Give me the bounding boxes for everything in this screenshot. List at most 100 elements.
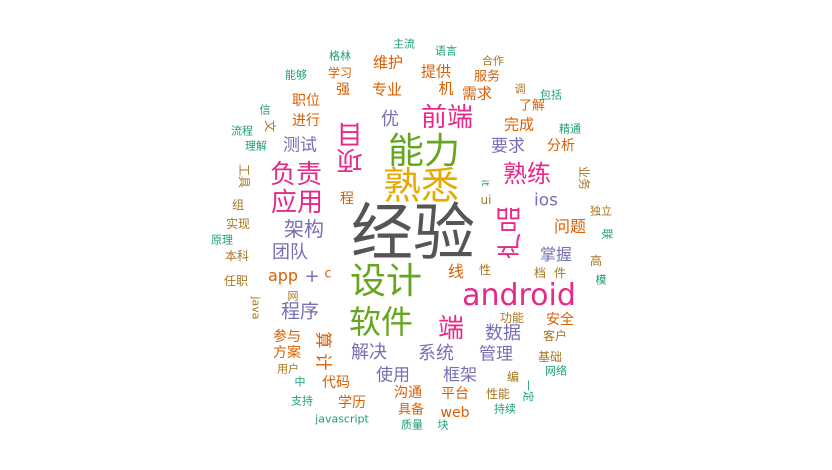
word-xian: 线: [447, 262, 465, 281]
word-liucheng: 流程: [231, 124, 253, 138]
word-you: 优: [381, 109, 399, 130]
word-duli: 独立: [590, 204, 612, 218]
word-shuju: 数据: [485, 323, 521, 344]
word-shixian: 实现: [225, 217, 251, 231]
word-lijie: 理解: [245, 139, 267, 153]
word-qianduan: 前端: [420, 103, 474, 133]
word-c: c: [324, 266, 332, 282]
word-plus: +: [304, 266, 320, 287]
word-it: it: [479, 179, 490, 187]
word-suan: 算: [312, 331, 333, 349]
word-ceshi: 测试: [283, 135, 317, 156]
word-xuexi: 学习: [327, 66, 353, 80]
word-jiagou: 架构: [284, 217, 324, 241]
word-tuandui: 团队: [272, 242, 308, 263]
word-fenxi: 分析: [547, 138, 575, 154]
word-android: android: [462, 278, 576, 313]
word-goutong: 沟通: [394, 385, 422, 401]
word-fuze: 负责: [269, 160, 323, 190]
word-javascript: javascript: [315, 412, 369, 426]
word-baokuo: 包括: [540, 88, 562, 102]
word-kuai: 块: [437, 418, 449, 432]
word-fangan: 方案: [273, 345, 301, 361]
word-jichu: 基础: [537, 350, 563, 364]
word-benke: 本科: [224, 249, 250, 263]
word-xin: 信: [259, 103, 271, 117]
word-daima: 代码: [322, 375, 350, 391]
word-app: app: [267, 266, 299, 285]
word-wen: 文: [263, 119, 277, 133]
word-zhichi: 支持: [291, 394, 313, 408]
word-guanli: 管理: [479, 344, 513, 365]
word-liaojie: 了解: [518, 98, 546, 114]
word-wangluo: 网络: [545, 364, 567, 378]
word-chixu: 持续: [494, 402, 516, 416]
word-anquan: 安全: [546, 312, 574, 328]
word-jiejue: 解决: [351, 342, 387, 363]
word-zhuliu: 主流: [393, 37, 415, 51]
word-xueli: 学历: [338, 395, 366, 411]
word-yewu: 业务: [577, 165, 591, 191]
word-sheji: 设计: [349, 261, 423, 302]
word-xing: 性: [478, 263, 492, 277]
word-gongju: 工具: [237, 163, 251, 189]
word-jingtong: 精通: [559, 122, 581, 136]
word-mo: 模: [595, 273, 607, 287]
word-jinxing: 进行: [292, 113, 320, 129]
word-gelin: 格林: [329, 49, 351, 63]
word-kehu: 客户: [542, 329, 568, 343]
word-xingneng: 性能: [485, 387, 511, 401]
word-zu: 组: [231, 198, 245, 212]
word-gongneng: 功能: [499, 311, 525, 325]
word-shulian: 熟练: [503, 160, 551, 188]
word-chengxu: 程序: [280, 300, 320, 323]
word-chanpin: 产品: [496, 207, 526, 259]
word-nengli: 能力: [387, 131, 461, 172]
word-bian: 编: [506, 370, 520, 384]
word-diao: 调: [514, 82, 526, 96]
word-fuwu: 服务: [473, 69, 501, 85]
word-wancheng: 完成: [503, 115, 535, 134]
word-xiangmu: 项目: [337, 122, 367, 174]
word-duan: 端: [437, 314, 465, 344]
word-ji: 计: [312, 353, 333, 371]
word-weihu: 维护: [372, 53, 404, 72]
word-zhuanye: 专业: [371, 80, 403, 99]
word-yuyan: 语言: [435, 44, 457, 58]
word-java: java: [249, 296, 263, 320]
word-gao: 高: [589, 254, 603, 268]
word-xitong: 系统: [418, 343, 454, 364]
word-wenti: 问题: [553, 217, 587, 236]
word-ios: ios: [534, 190, 558, 211]
word-nenggou: 能够: [285, 68, 307, 82]
word-dang: 档: [533, 266, 547, 280]
word-yaoqiu: 要求: [491, 136, 525, 157]
word-ruanjian: 软件: [348, 303, 414, 341]
word-hezuo: 合作: [482, 54, 504, 68]
word-wang: 网: [287, 289, 299, 303]
word-zhong: 中: [294, 375, 306, 389]
word-jingyan: 经验: [350, 196, 476, 269]
word-cheng: 程: [340, 191, 354, 207]
word-pingtai: 平台: [441, 386, 469, 402]
word-yonghu: 用户: [277, 362, 299, 376]
word-shiyong: 使用: [376, 365, 410, 386]
word-qiang: 强: [336, 82, 350, 98]
word-zhiwei: 职位: [292, 93, 320, 109]
word-shuxi: 熟悉: [382, 164, 460, 208]
word-zhangwo: 掌握: [539, 245, 573, 264]
word-jubei: 具备: [397, 402, 425, 418]
word-canyu: 参与: [273, 329, 301, 345]
word-renzhi: 任职: [223, 274, 249, 288]
word-yiding: 一定: [521, 380, 535, 402]
word-tigong: 提供: [420, 62, 452, 81]
word-jian: 件: [553, 266, 567, 280]
word-yingyong: 应用: [270, 188, 324, 218]
word-yuanli: 原理: [211, 233, 233, 247]
word-xuqiu: 需求: [461, 84, 493, 103]
word-web: web: [440, 405, 470, 421]
word-ji2: 机: [438, 79, 454, 98]
word-lian: 联: [600, 228, 614, 240]
word-zhiliang: 质量: [401, 418, 423, 432]
